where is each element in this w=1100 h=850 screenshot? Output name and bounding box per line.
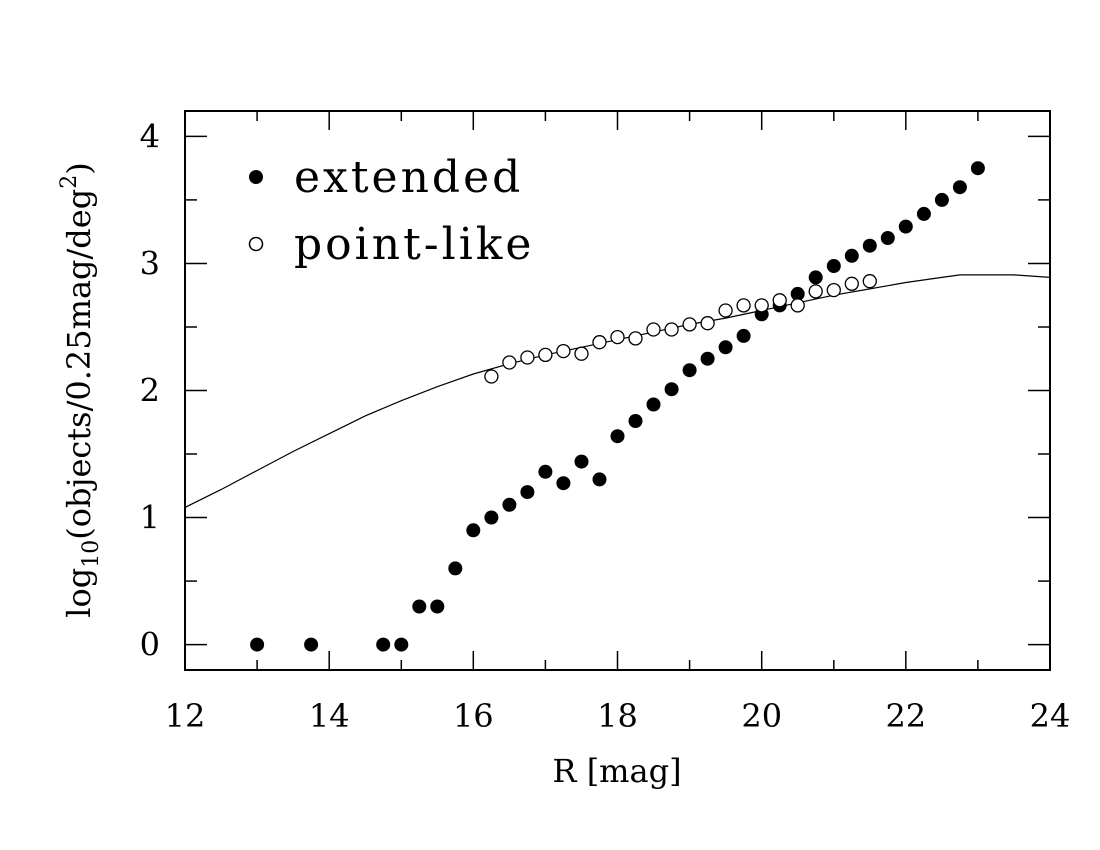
data-point-point-like (700, 316, 715, 331)
y-axis-title-rest: (objects/0.25mag/deg (60, 189, 98, 540)
y-axis-title: log10(objects/0.25mag/deg2) (57, 162, 104, 617)
data-point-extended (790, 286, 805, 301)
data-point-point-like (772, 293, 787, 308)
data-point-point-like (826, 282, 841, 298)
data-point-extended (934, 192, 949, 207)
data-point-extended (826, 259, 841, 273)
data-point-extended (484, 510, 499, 525)
data-point-extended (952, 180, 967, 195)
data-point-extended (880, 231, 895, 245)
data-point-point-like (844, 276, 859, 291)
data-point-extended (538, 464, 553, 479)
data-point-extended (664, 382, 679, 397)
y-axis-title-main: log (60, 568, 98, 618)
data-point-extended (898, 219, 913, 234)
data-point-extended (718, 340, 733, 355)
x-tick-label: 22 (885, 697, 926, 735)
data-point-point-like (628, 331, 643, 346)
legend-label-point-like: point-like (294, 219, 534, 270)
data-point-point-like (808, 284, 823, 299)
x-tick-label: 18 (597, 697, 638, 735)
data-point-point-like (574, 346, 589, 361)
data-point-point-like (736, 298, 751, 313)
plot-area (184, 161, 1051, 652)
data-point-extended (970, 161, 985, 176)
y-tick-label: 3 (140, 245, 160, 283)
data-point-point-like (556, 343, 571, 359)
y-axis-title-subscript: 10 (79, 540, 104, 568)
data-point-point-like (718, 303, 733, 318)
data-point-point-like (682, 317, 697, 332)
data-point-extended (700, 351, 715, 366)
data-point-point-like (502, 355, 517, 370)
data-point-point-like (862, 274, 877, 289)
model-curve-line (184, 274, 1051, 508)
data-point-extended (592, 472, 607, 487)
data-point-extended (412, 599, 427, 614)
data-point-extended (862, 238, 877, 253)
data-point-extended (448, 561, 463, 576)
data-point-extended (574, 454, 589, 469)
data-point-extended (628, 414, 643, 428)
y-tick-label: 1 (140, 499, 160, 537)
data-point-extended (304, 637, 319, 652)
y-axis-title-superscript: 2 (57, 175, 82, 189)
x-tick-label: 16 (453, 697, 494, 735)
data-point-point-like (484, 369, 499, 384)
data-point-extended (520, 485, 535, 500)
data-point-extended (502, 497, 517, 512)
data-point-extended (610, 429, 625, 444)
data-point-point-like (538, 347, 553, 363)
data-point-point-like (790, 298, 805, 313)
x-axis-title: R [mag] (552, 752, 681, 790)
legend-label-extended: extended (294, 152, 523, 203)
data-point-point-like (610, 329, 625, 345)
data-point-extended (916, 206, 931, 221)
y-tick-label: 0 (140, 626, 160, 664)
legend-marker-extended (249, 170, 263, 184)
data-point-extended (808, 270, 823, 285)
data-point-point-like (754, 298, 769, 313)
data-point-extended (466, 523, 481, 538)
x-tick-label: 20 (741, 697, 782, 735)
data-point-extended (250, 637, 265, 652)
data-point-extended (844, 248, 859, 263)
data-point-point-like (646, 322, 661, 337)
data-point-extended (556, 476, 571, 491)
data-point-extended (646, 397, 661, 412)
data-point-extended (394, 637, 409, 652)
x-tick-label: 12 (165, 697, 206, 735)
legend: extended point-like (248, 152, 534, 270)
data-point-extended (430, 599, 445, 614)
data-point-extended (736, 328, 751, 343)
data-point-point-like (592, 335, 607, 350)
data-point-extended (682, 363, 697, 378)
legend-marker-point-like (248, 236, 264, 252)
data-point-point-like (664, 322, 679, 337)
y-tick-label: 2 (140, 372, 160, 410)
x-tick-label: 24 (1030, 697, 1071, 735)
y-tick-label: 4 (140, 117, 160, 155)
data-point-extended (376, 637, 391, 652)
data-point-point-like (520, 350, 535, 365)
y-axis-title-end: ) (60, 162, 98, 174)
x-tick-label: 14 (309, 697, 350, 735)
